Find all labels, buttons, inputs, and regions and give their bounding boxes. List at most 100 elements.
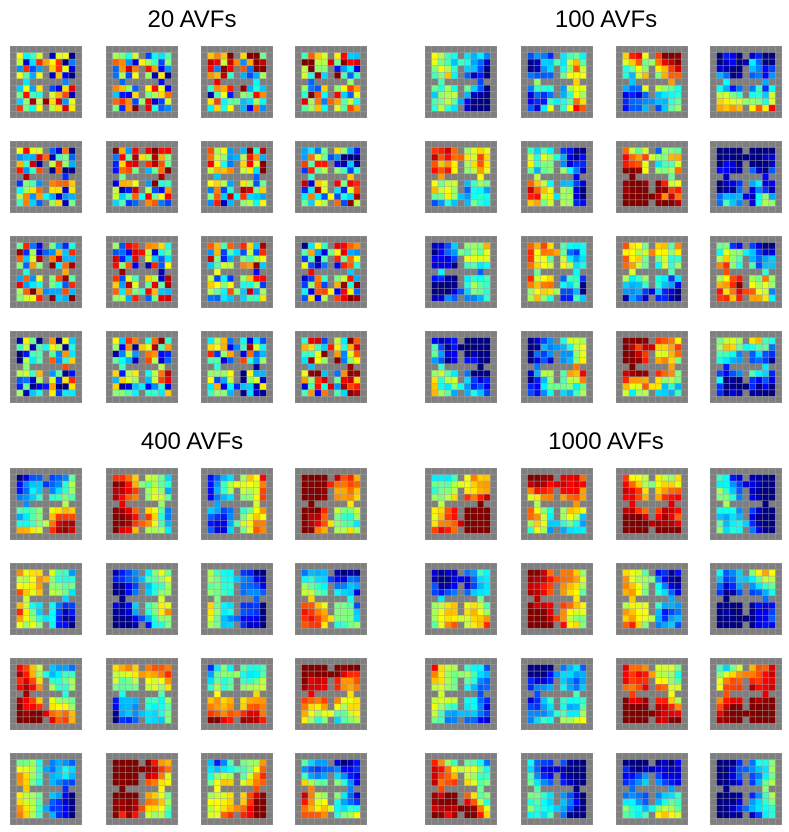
value-cell bbox=[450, 242, 458, 250]
wall-cell bbox=[145, 173, 153, 181]
value-cell bbox=[431, 71, 439, 79]
wall-cell bbox=[490, 261, 497, 269]
wall-cell bbox=[533, 141, 541, 148]
value-cell bbox=[35, 677, 43, 685]
value-cell bbox=[668, 85, 676, 93]
value-cell bbox=[246, 65, 254, 73]
wall-cell bbox=[16, 363, 24, 371]
value-cell bbox=[62, 356, 70, 364]
value-cell bbox=[145, 58, 153, 66]
value-cell bbox=[450, 294, 458, 302]
value-cell bbox=[628, 356, 636, 364]
wall-cell bbox=[490, 288, 497, 296]
value-cell bbox=[68, 480, 76, 488]
wall-cell bbox=[674, 141, 682, 148]
wall-cell bbox=[710, 288, 717, 296]
value-cell bbox=[226, 569, 234, 577]
wall-cell bbox=[635, 301, 643, 308]
wall-cell bbox=[641, 111, 649, 118]
value-cell bbox=[253, 337, 261, 345]
wall-cell bbox=[457, 236, 465, 243]
wall-cell bbox=[301, 500, 309, 508]
value-cell bbox=[259, 153, 267, 161]
value-cell bbox=[661, 65, 669, 73]
value-cell bbox=[307, 153, 315, 161]
wall-cell bbox=[327, 180, 335, 188]
wall-cell bbox=[164, 141, 172, 148]
wall-cell bbox=[586, 370, 593, 378]
value-cell bbox=[573, 350, 581, 358]
value-cell bbox=[716, 255, 724, 263]
value-cell bbox=[29, 71, 37, 79]
value-cell bbox=[29, 255, 37, 263]
wall-cell bbox=[295, 370, 302, 378]
wall-cell bbox=[307, 301, 315, 308]
value-cell bbox=[125, 575, 133, 583]
value-cell bbox=[16, 582, 24, 590]
wall-cell bbox=[334, 46, 342, 53]
value-cell bbox=[125, 186, 133, 194]
value-cell bbox=[151, 65, 159, 73]
wall-cell bbox=[768, 236, 776, 243]
value-cell bbox=[450, 91, 458, 99]
wall-cell bbox=[775, 255, 782, 263]
value-cell bbox=[35, 261, 43, 269]
wall-cell bbox=[125, 78, 133, 86]
wall-cell bbox=[425, 275, 432, 283]
value-cell bbox=[347, 474, 355, 482]
wall-cell bbox=[742, 242, 750, 250]
wall-cell bbox=[347, 563, 355, 570]
value-cell bbox=[35, 180, 43, 188]
wall-cell bbox=[118, 141, 126, 148]
wall-cell bbox=[233, 160, 241, 168]
value-cell bbox=[151, 98, 159, 106]
wall-cell bbox=[716, 301, 724, 308]
value-cell bbox=[16, 180, 24, 188]
wall-cell bbox=[201, 350, 208, 358]
value-cell bbox=[68, 337, 76, 345]
wall-cell bbox=[742, 331, 750, 338]
wall-cell bbox=[320, 46, 328, 53]
value-cell bbox=[573, 356, 581, 364]
wall-cell bbox=[622, 111, 630, 118]
wall-cell bbox=[521, 65, 528, 73]
wall-cell bbox=[106, 474, 113, 482]
value-cell bbox=[546, 343, 554, 351]
wall-cell bbox=[266, 153, 273, 161]
value-cell bbox=[42, 248, 50, 256]
value-cell bbox=[246, 98, 254, 106]
value-cell bbox=[353, 85, 361, 93]
wall-cell bbox=[138, 493, 146, 501]
wall-cell bbox=[360, 147, 367, 155]
wall-cell bbox=[151, 236, 159, 243]
value-cell bbox=[314, 507, 322, 515]
wall-cell bbox=[106, 147, 113, 155]
wall-cell bbox=[755, 111, 763, 118]
value-cell bbox=[340, 582, 348, 590]
wall-cell bbox=[266, 186, 273, 194]
value-cell bbox=[151, 480, 159, 488]
wall-cell bbox=[295, 52, 302, 60]
value-cell bbox=[259, 526, 267, 534]
wall-cell bbox=[106, 173, 113, 181]
value-cell bbox=[112, 376, 120, 384]
wall-cell bbox=[729, 173, 737, 181]
wall-cell bbox=[320, 78, 328, 86]
value-cell bbox=[118, 193, 126, 201]
wall-cell bbox=[29, 500, 37, 508]
value-cell bbox=[527, 65, 535, 73]
value-cell bbox=[533, 255, 541, 263]
wall-cell bbox=[360, 533, 367, 540]
value-cell bbox=[259, 275, 267, 283]
wall-cell bbox=[710, 111, 717, 118]
value-cell bbox=[220, 58, 228, 66]
wall-cell bbox=[118, 206, 126, 213]
value-cell bbox=[431, 275, 439, 283]
value-cell bbox=[546, 58, 554, 66]
value-cell bbox=[674, 275, 682, 283]
wall-cell bbox=[668, 236, 676, 243]
wall-cell bbox=[213, 46, 221, 53]
value-cell bbox=[301, 602, 309, 610]
value-cell bbox=[674, 376, 682, 384]
value-cell bbox=[628, 78, 636, 86]
